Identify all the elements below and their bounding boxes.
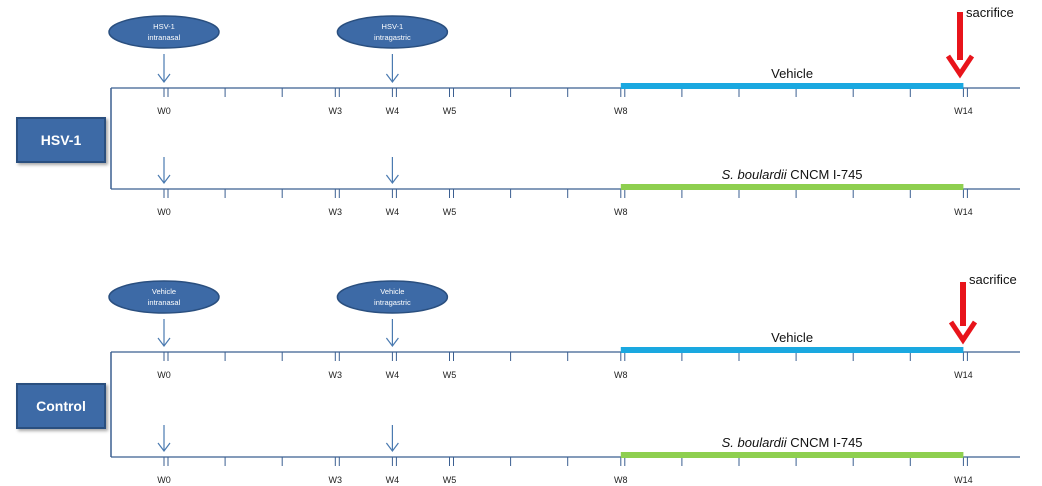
week-label: W5	[443, 207, 457, 217]
treatment-label: Vehicle	[771, 330, 813, 345]
inoculation-arrow-head	[157, 73, 171, 83]
week-label: W8	[614, 106, 628, 116]
inoculation-arrow-head	[385, 442, 399, 452]
week-label: W14	[954, 475, 973, 485]
treatment-label: S. boulardii CNCM I-745	[722, 435, 863, 450]
treatment-label-italic: S. boulardii	[722, 167, 788, 182]
sacrifice-arrow-head	[948, 320, 978, 345]
boulardii-bar	[620, 452, 964, 458]
sacrifice-label: sacrifice	[969, 272, 1017, 287]
inoculation-arrow-head	[385, 337, 399, 347]
week-label: W3	[329, 207, 343, 217]
oval-label-line1: HSV-1	[153, 22, 175, 31]
week-label: W14	[954, 106, 973, 116]
inoculation-oval	[108, 280, 220, 314]
group-label-hsv1: HSV-1	[16, 117, 106, 163]
week-label: W0	[157, 207, 171, 217]
week-label: W8	[614, 475, 628, 485]
inoculation-arrow-head	[385, 174, 399, 184]
week-label: W0	[157, 475, 171, 485]
week-label: W0	[157, 106, 171, 116]
treatment-label-plain: Vehicle	[771, 66, 813, 81]
vehicle-bar	[620, 347, 964, 353]
week-label: W14	[954, 370, 973, 380]
inoculation-arrow-head	[157, 174, 171, 184]
oval-label-line2: intranasal	[148, 33, 181, 42]
week-label: W0	[157, 370, 171, 380]
inoculation-arrow-head	[157, 337, 171, 347]
week-label: W8	[614, 370, 628, 380]
week-label: W4	[386, 475, 400, 485]
treatment-label-plain: CNCM I-745	[787, 435, 863, 450]
treatment-label-italic: S. boulardii	[722, 435, 788, 450]
oval-label-line1: Vehicle	[152, 287, 176, 296]
week-label: W4	[386, 207, 400, 217]
week-label: W5	[443, 475, 457, 485]
inoculation-arrow-head	[385, 73, 399, 83]
treatment-label: S. boulardii CNCM I-745	[722, 167, 863, 182]
oval-label-line2: intragastric	[374, 298, 411, 307]
week-label: W4	[386, 370, 400, 380]
oval-label-line2: intragastric	[374, 33, 411, 42]
sacrifice-arrow-head	[945, 54, 975, 79]
boulardii-bar	[620, 184, 964, 190]
treatment-label-plain: CNCM I-745	[787, 167, 863, 182]
week-label: W5	[443, 370, 457, 380]
oval-label-line1: Vehicle	[380, 287, 404, 296]
week-label: W3	[329, 106, 343, 116]
week-label: W14	[954, 207, 973, 217]
inoculation-oval	[336, 280, 449, 314]
vehicle-bar	[620, 83, 964, 89]
inoculation-arrow-head	[157, 442, 171, 452]
week-label: W3	[329, 475, 343, 485]
week-label: W4	[386, 106, 400, 116]
inoculation-oval	[108, 15, 220, 49]
treatment-label-plain: Vehicle	[771, 330, 813, 345]
group-label-control: Control	[16, 383, 106, 429]
treatment-label: Vehicle	[771, 66, 813, 81]
week-label: W8	[614, 207, 628, 217]
oval-label-line1: HSV-1	[382, 22, 404, 31]
week-label: W5	[443, 106, 457, 116]
sacrifice-label: sacrifice	[966, 5, 1014, 20]
inoculation-oval	[336, 15, 449, 49]
week-label: W3	[329, 370, 343, 380]
oval-label-line2: intranasal	[148, 298, 181, 307]
